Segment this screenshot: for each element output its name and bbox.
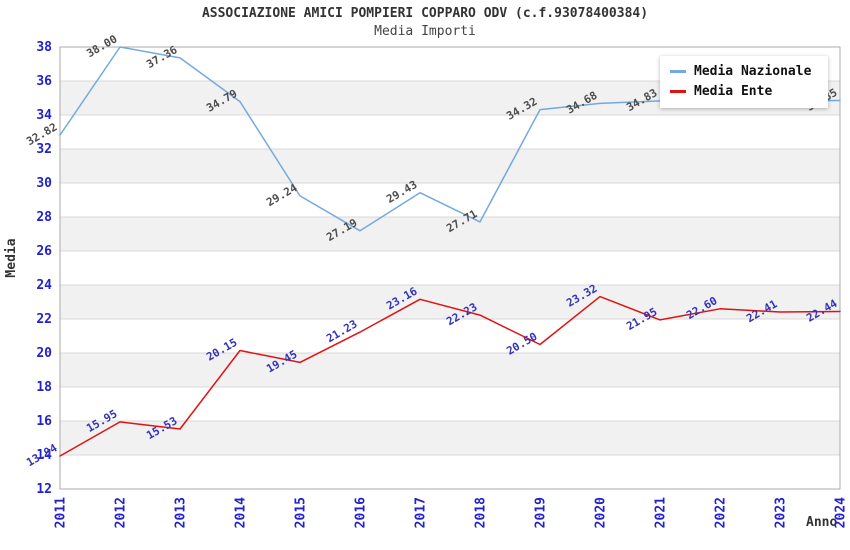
svg-text:28: 28 [36, 210, 52, 225]
legend-item-media-nazionale: Media Nazionale [670, 61, 822, 81]
svg-text:2015: 2015 [294, 497, 309, 528]
svg-text:2011: 2011 [54, 497, 69, 528]
legend-label-media-ente: Media Ente [694, 83, 773, 99]
legend: Media Nazionale Media Ente [660, 56, 828, 108]
svg-text:14: 14 [36, 448, 52, 463]
svg-text:2014: 2014 [234, 497, 249, 528]
svg-text:2016: 2016 [354, 497, 369, 528]
legend-swatch-media-nazionale [670, 69, 686, 73]
x-axis-tick-labels: 2011 2012 2013 2014 2015 2016 2017 2018 2019 2020… [54, 497, 849, 528]
svg-text:12: 12 [36, 482, 52, 497]
svg-text:2024: 2024 [834, 497, 849, 528]
svg-text:38: 38 [36, 40, 52, 55]
svg-text:13.94: 13.94 [24, 441, 60, 469]
svg-text:16: 16 [36, 414, 52, 429]
svg-text:2020: 2020 [594, 497, 609, 528]
y-axis-tick-labels: 12 14 16 18 20 22 24 26 28 30 32 34 36 38 [36, 40, 52, 497]
svg-text:24: 24 [36, 278, 52, 293]
svg-text:2023: 2023 [774, 497, 789, 528]
svg-text:2012: 2012 [114, 497, 129, 528]
svg-text:29.24: 29.24 [264, 181, 300, 209]
svg-text:20: 20 [36, 346, 52, 361]
svg-text:32: 32 [36, 142, 52, 157]
series-line-media-ente [59, 295, 841, 457]
plot-border [59, 46, 841, 490]
svg-text:2019: 2019 [534, 497, 549, 528]
svg-text:2018: 2018 [474, 497, 489, 528]
svg-text:26: 26 [36, 244, 52, 259]
svg-text:2017: 2017 [414, 497, 429, 528]
legend-label-media-nazionale: Media Nazionale [694, 63, 812, 79]
plot-bands [60, 81, 840, 455]
x-axis-title: Anno [806, 515, 838, 530]
svg-text:22: 22 [36, 312, 52, 327]
svg-text:2022: 2022 [714, 497, 729, 528]
svg-text:2013: 2013 [174, 497, 189, 528]
legend-item-media-ente: Media Ente [670, 81, 822, 101]
chart-title: ASSOCIAZIONE AMICI POMPIERI COPPARO ODV … [201, 6, 649, 21]
svg-text:18: 18 [36, 380, 52, 395]
svg-text:30: 30 [36, 176, 52, 191]
svg-text:2021: 2021 [654, 497, 669, 528]
svg-text:36: 36 [36, 74, 52, 89]
legend-swatch-media-ente [670, 89, 686, 93]
chart-subtitle: Media Importi [374, 24, 476, 39]
svg-text:34: 34 [36, 108, 52, 123]
